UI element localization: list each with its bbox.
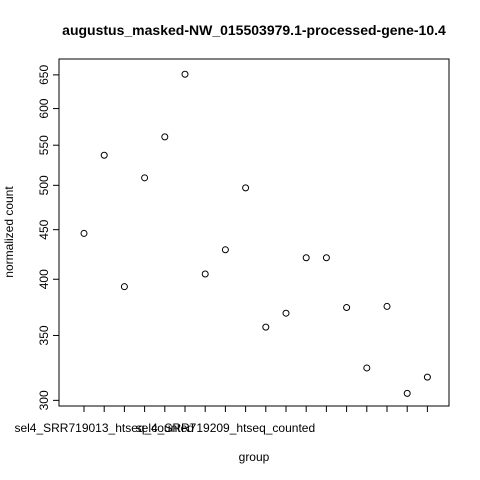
data-points bbox=[80, 70, 431, 397]
data-point bbox=[363, 364, 371, 372]
x-tick-label: sel4_SRR719013_htseq_counted bbox=[14, 421, 193, 435]
data-point bbox=[282, 309, 290, 317]
data-point bbox=[120, 283, 128, 291]
data-point bbox=[343, 304, 351, 312]
y-tick-label: 300 bbox=[37, 390, 51, 410]
y-tick-label: 400 bbox=[37, 269, 51, 289]
data-point bbox=[201, 270, 209, 278]
data-point bbox=[141, 174, 149, 182]
y-axis: 300 350 400 450 500 550 600 650 bbox=[37, 65, 59, 410]
x-tick-label: sel4_SRR719209_htseq_counted bbox=[136, 421, 315, 435]
y-tick-label: 550 bbox=[37, 135, 51, 155]
plot-frame bbox=[58, 58, 450, 407]
data-point bbox=[80, 229, 88, 237]
data-point bbox=[100, 151, 108, 159]
data-point bbox=[403, 389, 411, 397]
y-tick-label: 600 bbox=[37, 98, 51, 118]
data-point bbox=[383, 302, 391, 310]
data-point bbox=[302, 254, 310, 262]
data-point bbox=[423, 373, 431, 381]
data-point bbox=[322, 254, 330, 262]
y-tick-label: 500 bbox=[37, 175, 51, 195]
y-tick-label: 350 bbox=[37, 325, 51, 345]
y-tick-label: 650 bbox=[37, 65, 51, 85]
x-axis: sel4_SRR719013_htseq_countedsel4_SRR7192… bbox=[14, 405, 428, 435]
data-point bbox=[262, 323, 270, 331]
data-point bbox=[242, 184, 250, 192]
y-axis-label: normalized count bbox=[2, 186, 16, 278]
data-point bbox=[161, 133, 169, 141]
data-point bbox=[181, 70, 189, 78]
x-axis-label: group bbox=[239, 450, 270, 464]
data-point bbox=[221, 246, 229, 254]
chart-title: augustus_masked-NW_015503979.1-processed… bbox=[62, 22, 446, 38]
y-tick-label: 450 bbox=[37, 219, 51, 239]
